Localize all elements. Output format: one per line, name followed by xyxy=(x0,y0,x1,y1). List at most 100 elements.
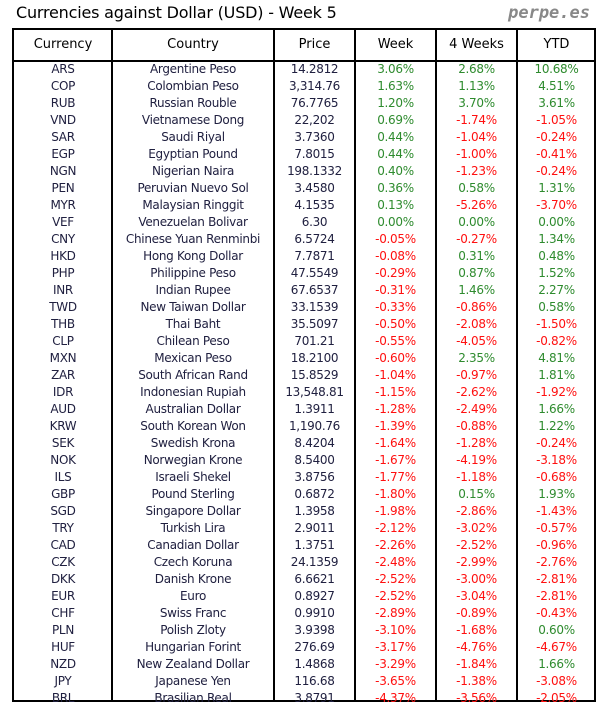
cell-4-weeks: -1.23% xyxy=(456,164,497,178)
cell-ytd: -1.05% xyxy=(536,113,577,127)
cell-week: -0.55% xyxy=(375,334,416,348)
cell-ytd: -0.43% xyxy=(536,606,577,620)
cell-currency: HKD xyxy=(50,249,76,263)
cell-currency: PHP xyxy=(51,266,75,280)
cell-currency: PEN xyxy=(51,181,75,195)
cell-currency: INR xyxy=(53,283,73,297)
table-row: PLN Polish Zloty 3.9398 -3.10% -1.68% 0.60% xyxy=(14,622,594,639)
cell-ytd: -0.24% xyxy=(536,130,577,144)
cell-week: -3.17% xyxy=(375,640,416,654)
cell-price: 15.8529 xyxy=(290,368,339,382)
cell-country: Israeli Shekel xyxy=(155,470,231,484)
cell-currency: EGP xyxy=(51,147,75,161)
cell-price: 3.7360 xyxy=(294,130,335,144)
cell-ytd: -3.18% xyxy=(536,453,577,467)
cell-currency: NOK xyxy=(50,453,76,467)
cell-currency: CHF xyxy=(51,606,75,620)
cell-country: Colombian Peso xyxy=(147,79,239,93)
cell-4-weeks: -0.97% xyxy=(456,368,497,382)
table-row: INR Indian Rupee 67.6537 -0.31% 1.46% 2.27% xyxy=(14,282,594,299)
table-row: CZK Czech Koruna 24.1359 -2.48% -2.99% -2.76% xyxy=(14,554,594,571)
cell-ytd: -2.81% xyxy=(536,589,577,603)
cell-4-weeks: -1.18% xyxy=(456,470,497,484)
table-row: CNY Chinese Yuan Renminbi 6.5724 -0.05% -0.2… xyxy=(14,231,594,248)
table-row: IDR Indonesian Rupiah 13,548.81 -1.15% -2.62… xyxy=(14,384,594,401)
cell-4-weeks: -2.86% xyxy=(456,504,497,518)
cell-4-weeks: -4.76% xyxy=(456,640,497,654)
table-row: EGP Egyptian Pound 7.8015 0.44% -1.00% -0.41% xyxy=(14,146,594,163)
cell-country: Canadian Dollar xyxy=(147,538,239,552)
cell-ytd: 1.34% xyxy=(538,232,575,246)
cell-4-weeks: -4.05% xyxy=(456,334,497,348)
cell-4-weeks: -1.28% xyxy=(456,436,497,450)
cell-price: 1.3958 xyxy=(294,504,335,518)
cell-currency: SGD xyxy=(50,504,76,518)
cell-4-weeks: 0.00% xyxy=(458,215,495,229)
cell-4-weeks: -1.74% xyxy=(456,113,497,127)
cell-ytd: -2.81% xyxy=(536,572,577,586)
cell-price: 116.68 xyxy=(294,674,335,688)
cell-country: Philippine Peso xyxy=(150,266,236,280)
cell-currency: MXN xyxy=(49,351,77,365)
cell-currency: AUD xyxy=(50,402,76,416)
cell-week: -1.67% xyxy=(375,453,416,467)
cell-ytd: -0.24% xyxy=(536,436,577,450)
cell-currency: CAD xyxy=(50,538,76,552)
cell-ytd: -4.67% xyxy=(536,640,577,654)
cell-country: Chinese Yuan Renminbi xyxy=(125,232,261,246)
cell-country: Venezuelan Bolivar xyxy=(138,215,248,229)
cell-price: 1.3911 xyxy=(294,402,335,416)
cell-currency: IDR xyxy=(52,385,74,399)
cell-week: -2.12% xyxy=(375,521,416,535)
cell-ytd: -0.82% xyxy=(536,334,577,348)
column-divider xyxy=(435,30,437,700)
cell-4-weeks: -3.56% xyxy=(456,691,497,705)
cell-country: New Zealand Dollar xyxy=(136,657,250,671)
cell-price: 198.1332 xyxy=(287,164,342,178)
cell-ytd: 10.68% xyxy=(534,62,579,76)
cell-week: -1.64% xyxy=(375,436,416,450)
cell-price: 7.8015 xyxy=(294,147,335,161)
cell-country: Polish Zloty xyxy=(160,623,226,637)
cell-currency: PLN xyxy=(52,623,74,637)
cell-4-weeks: -1.84% xyxy=(456,657,497,671)
cell-price: 1.4868 xyxy=(294,657,335,671)
table-row: VND Vietnamese Dong 22,202 0.69% -1.74% -1.05… xyxy=(14,112,594,129)
cell-price: 0.8927 xyxy=(294,589,335,603)
header-week: Week xyxy=(377,37,414,52)
cell-4-weeks: 2.35% xyxy=(458,351,495,365)
column-divider xyxy=(516,30,518,700)
table-row: NZD New Zealand Dollar 1.4868 -3.29% -1.84% 1… xyxy=(14,656,594,673)
table-row: HKD Hong Kong Dollar 7.7871 -0.08% 0.31% 0.48… xyxy=(14,248,594,265)
cell-country: Mexican Peso xyxy=(154,351,232,365)
cell-week: -4.37% xyxy=(375,691,416,705)
table-row: BRL Brasilian Real 3.8791 -4.37% -3.56% -2.05… xyxy=(14,690,594,707)
table-row: AUD Australian Dollar 1.3911 -1.28% -2.49% 1.… xyxy=(14,401,594,418)
cell-ytd: 0.48% xyxy=(538,249,575,263)
cell-currency: JPY xyxy=(54,674,72,688)
cell-week: 1.63% xyxy=(377,79,414,93)
cell-country: Russian Rouble xyxy=(149,96,237,110)
cell-4-weeks: 0.87% xyxy=(458,266,495,280)
cell-price: 8.5400 xyxy=(294,453,335,467)
cell-currency: CNY xyxy=(51,232,75,246)
cell-ytd: 1.22% xyxy=(538,419,575,433)
table-row: ZAR South African Rand 15.8529 -1.04% -0.97%… xyxy=(14,367,594,384)
cell-currency: CZK xyxy=(51,555,75,569)
cell-week: -1.39% xyxy=(375,419,416,433)
table-row: DKK Danish Krone 6.6621 -2.52% -3.00% -2.81% xyxy=(14,571,594,588)
header-currency: Currency xyxy=(33,37,93,52)
cell-4-weeks: -0.88% xyxy=(456,419,497,433)
cell-ytd: -0.68% xyxy=(536,470,577,484)
cell-week: -0.33% xyxy=(375,300,416,314)
brand-logo: perpe.es xyxy=(508,3,590,23)
cell-country: New Taiwan Dollar xyxy=(140,300,246,314)
cell-4-weeks: -1.68% xyxy=(456,623,497,637)
table-row: RUB Russian Rouble 76.7765 1.20% 3.70% 3.61% xyxy=(14,95,594,112)
cell-ytd: -0.96% xyxy=(536,538,577,552)
cell-week: -3.65% xyxy=(375,674,416,688)
cell-price: 24.1359 xyxy=(290,555,339,569)
cell-price: 18.2100 xyxy=(290,351,339,365)
cell-ytd: -1.50% xyxy=(536,317,577,331)
cell-week: 0.13% xyxy=(377,198,414,212)
